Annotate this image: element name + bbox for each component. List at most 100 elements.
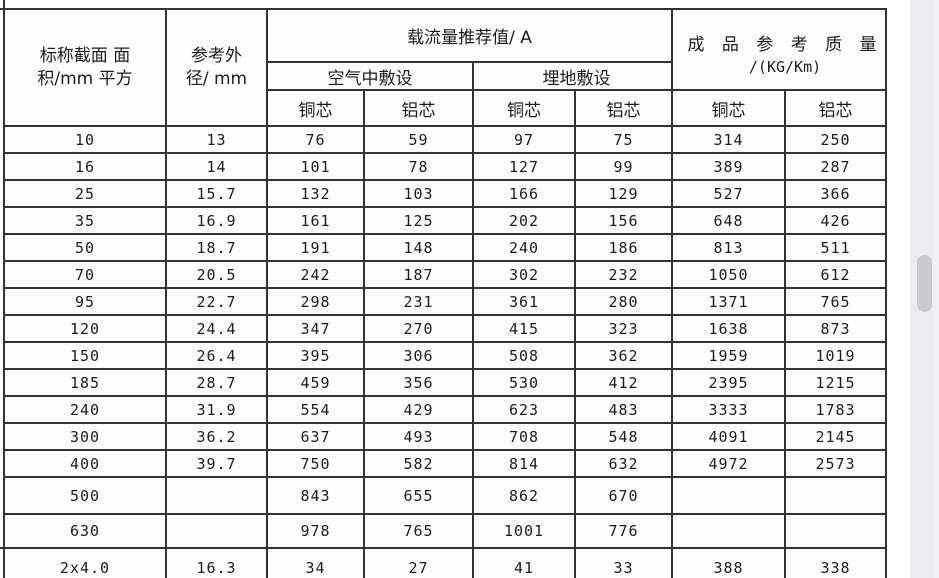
- header-air-aluminum: 铝芯: [363, 89, 474, 127]
- table-row: 300 36.2 637 493 708 548 4091 2145: [3, 422, 888, 451]
- cell-mass-cu: 527: [671, 179, 787, 208]
- table-row: 240 31.9 554 429 623 483 3333 1783: [3, 395, 888, 424]
- cell-mass-al: [784, 476, 888, 515]
- cell-outer-diameter: 18.7: [165, 233, 268, 262]
- cell-outer-diameter: [165, 513, 268, 549]
- cell-ground-cu: 302: [472, 260, 576, 289]
- header-mass-title-line1: 成 品 参 考 质 量: [687, 35, 883, 55]
- header-mass-copper: 铜芯: [671, 89, 787, 127]
- cell-air-al: 125: [363, 206, 474, 235]
- cell-ground-al: 632: [573, 449, 674, 478]
- cell-air-cu: 395: [266, 341, 365, 370]
- header-buried-copper: 铜芯: [472, 89, 576, 127]
- cell-air-al: 429: [363, 395, 474, 424]
- cell-outer-diameter: 13: [165, 125, 268, 154]
- cell-outer-diameter: 31.9: [165, 395, 268, 424]
- cell-size: 500: [3, 476, 167, 515]
- cell-outer-diameter: 14: [165, 152, 268, 181]
- cell-size: 10: [3, 125, 167, 154]
- cable-spec-table: 标称截面 面 积/mm 平方 参考外 径/ mm 载流量推荐值/ A 成 品 参…: [3, 8, 888, 578]
- table-row: 10 13 76 59 97 75 314 250: [3, 125, 888, 154]
- section-border-extension: [0, 547, 5, 549]
- cell-mass-al: 873: [784, 314, 888, 343]
- cell-air-al: 655: [363, 476, 474, 515]
- header-outer-diameter-line1: 参考外: [191, 45, 242, 66]
- cell-ground-cu: 127: [472, 152, 576, 181]
- cell-air-al: 231: [363, 287, 474, 316]
- cell-air-cu: 750: [266, 449, 365, 478]
- cell-air-al: 306: [363, 341, 474, 370]
- table-row: 2x4.0 16.3 34 27 41 33 388 338: [3, 547, 888, 578]
- cell-size: 150: [3, 341, 167, 370]
- top-border-extension: [0, 8, 5, 10]
- cell-ground-al: 670: [573, 476, 674, 515]
- cell-ground-al: 483: [573, 395, 674, 424]
- cell-outer-diameter: 16.3: [165, 547, 268, 578]
- header-laid-buried: 埋地敷设: [471, 61, 674, 91]
- cell-ground-cu: 41: [472, 547, 576, 578]
- table-row: 70 20.5 242 187 302 232 1050 612: [3, 260, 888, 289]
- cell-ground-al: 232: [573, 260, 674, 289]
- cell-ground-cu: 623: [472, 395, 576, 424]
- header-outer-diameter: 参考外 径/ mm: [165, 8, 268, 127]
- cell-mass-al: 338: [784, 547, 888, 578]
- table-row: 400 39.7 750 582 814 632 4972 2573: [3, 449, 888, 478]
- cell-air-al: 270: [363, 314, 474, 343]
- header-mass-title-line2: /(KG/Km): [748, 58, 822, 76]
- cell-mass-cu: 388: [671, 547, 787, 578]
- cell-size: 120: [3, 314, 167, 343]
- table-row: 95 22.7 298 231 361 280 1371 765: [3, 287, 888, 316]
- table-row: 500 843 655 862 670: [3, 476, 888, 515]
- cell-air-cu: 132: [266, 179, 365, 208]
- cell-size: 300: [3, 422, 167, 451]
- cell-outer-diameter: 15.7: [165, 179, 268, 208]
- header-nominal-section-line1: 标称截面 面: [39, 45, 131, 66]
- table-row: 25 15.7 132 103 166 129 527 366: [3, 179, 888, 208]
- cell-air-al: 103: [363, 179, 474, 208]
- cell-mass-al: [784, 513, 888, 549]
- cell-mass-cu: 3333: [671, 395, 787, 424]
- cell-mass-cu: 4091: [671, 422, 787, 451]
- cell-ground-cu: 814: [472, 449, 576, 478]
- cell-ground-cu: 240: [472, 233, 576, 262]
- cell-air-cu: 101: [266, 152, 365, 181]
- cell-air-al: 148: [363, 233, 474, 262]
- header-mass-aluminum: 铝芯: [784, 89, 888, 127]
- cell-ground-al: 776: [573, 513, 674, 549]
- cell-mass-cu: 314: [671, 125, 787, 154]
- cell-outer-diameter: 20.5: [165, 260, 268, 289]
- cell-ground-cu: 530: [472, 368, 576, 397]
- cell-ground-al: 280: [573, 287, 674, 316]
- header-air-copper: 铜芯: [266, 89, 365, 127]
- cell-ground-al: 99: [573, 152, 674, 181]
- header-outer-diameter-line2: 径/ mm: [185, 68, 248, 89]
- cell-ground-al: 362: [573, 341, 674, 370]
- cell-mass-cu: 2395: [671, 368, 787, 397]
- cell-mass-cu: 1638: [671, 314, 787, 343]
- table-row: 50 18.7 191 148 240 186 813 511: [3, 233, 888, 262]
- cell-air-al: 765: [363, 513, 474, 549]
- table-row: 35 16.9 161 125 202 156 648 426: [3, 206, 888, 235]
- cell-outer-diameter: 22.7: [165, 287, 268, 316]
- cell-size: 35: [3, 206, 167, 235]
- cell-ground-al: 186: [573, 233, 674, 262]
- cell-mass-cu: 813: [671, 233, 787, 262]
- cell-mass-cu: 1959: [671, 341, 787, 370]
- cell-outer-diameter: [165, 476, 268, 515]
- cell-size: 630: [3, 513, 167, 549]
- cell-air-cu: 843: [266, 476, 365, 515]
- cell-mass-cu: [671, 476, 787, 515]
- cell-mass-al: 1215: [784, 368, 888, 397]
- header-laid-in-air: 空气中敷设: [266, 61, 474, 91]
- table-row: 16 14 101 78 127 99 389 287: [3, 152, 888, 181]
- cell-air-al: 78: [363, 152, 474, 181]
- cell-outer-diameter: 24.4: [165, 314, 268, 343]
- header-nominal-section-line2: 积/mm 平方: [37, 68, 133, 89]
- cell-ground-al: 129: [573, 179, 674, 208]
- table-header: 标称截面 面 积/mm 平方 参考外 径/ mm 载流量推荐值/ A 成 品 参…: [3, 8, 888, 127]
- cell-size: 95: [3, 287, 167, 316]
- cell-air-cu: 242: [266, 260, 365, 289]
- cell-mass-al: 366: [784, 179, 888, 208]
- scrollbar-thumb[interactable]: [917, 255, 932, 312]
- cell-outer-diameter: 36.2: [165, 422, 268, 451]
